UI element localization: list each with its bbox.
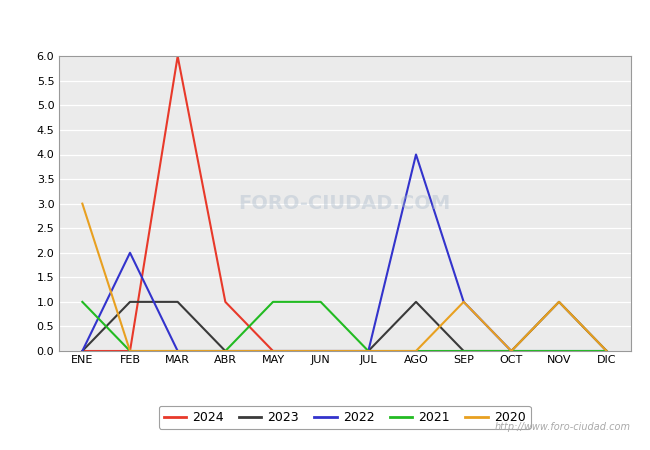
Text: http://www.foro-ciudad.com: http://www.foro-ciudad.com <box>495 422 630 432</box>
Text: Matriculaciones de Vehículos en Isábena: Matriculaciones de Vehículos en Isábena <box>157 14 493 33</box>
Legend: 2024, 2023, 2022, 2021, 2020: 2024, 2023, 2022, 2021, 2020 <box>159 406 530 429</box>
Text: FORO-CIUDAD.COM: FORO-CIUDAD.COM <box>239 194 450 213</box>
